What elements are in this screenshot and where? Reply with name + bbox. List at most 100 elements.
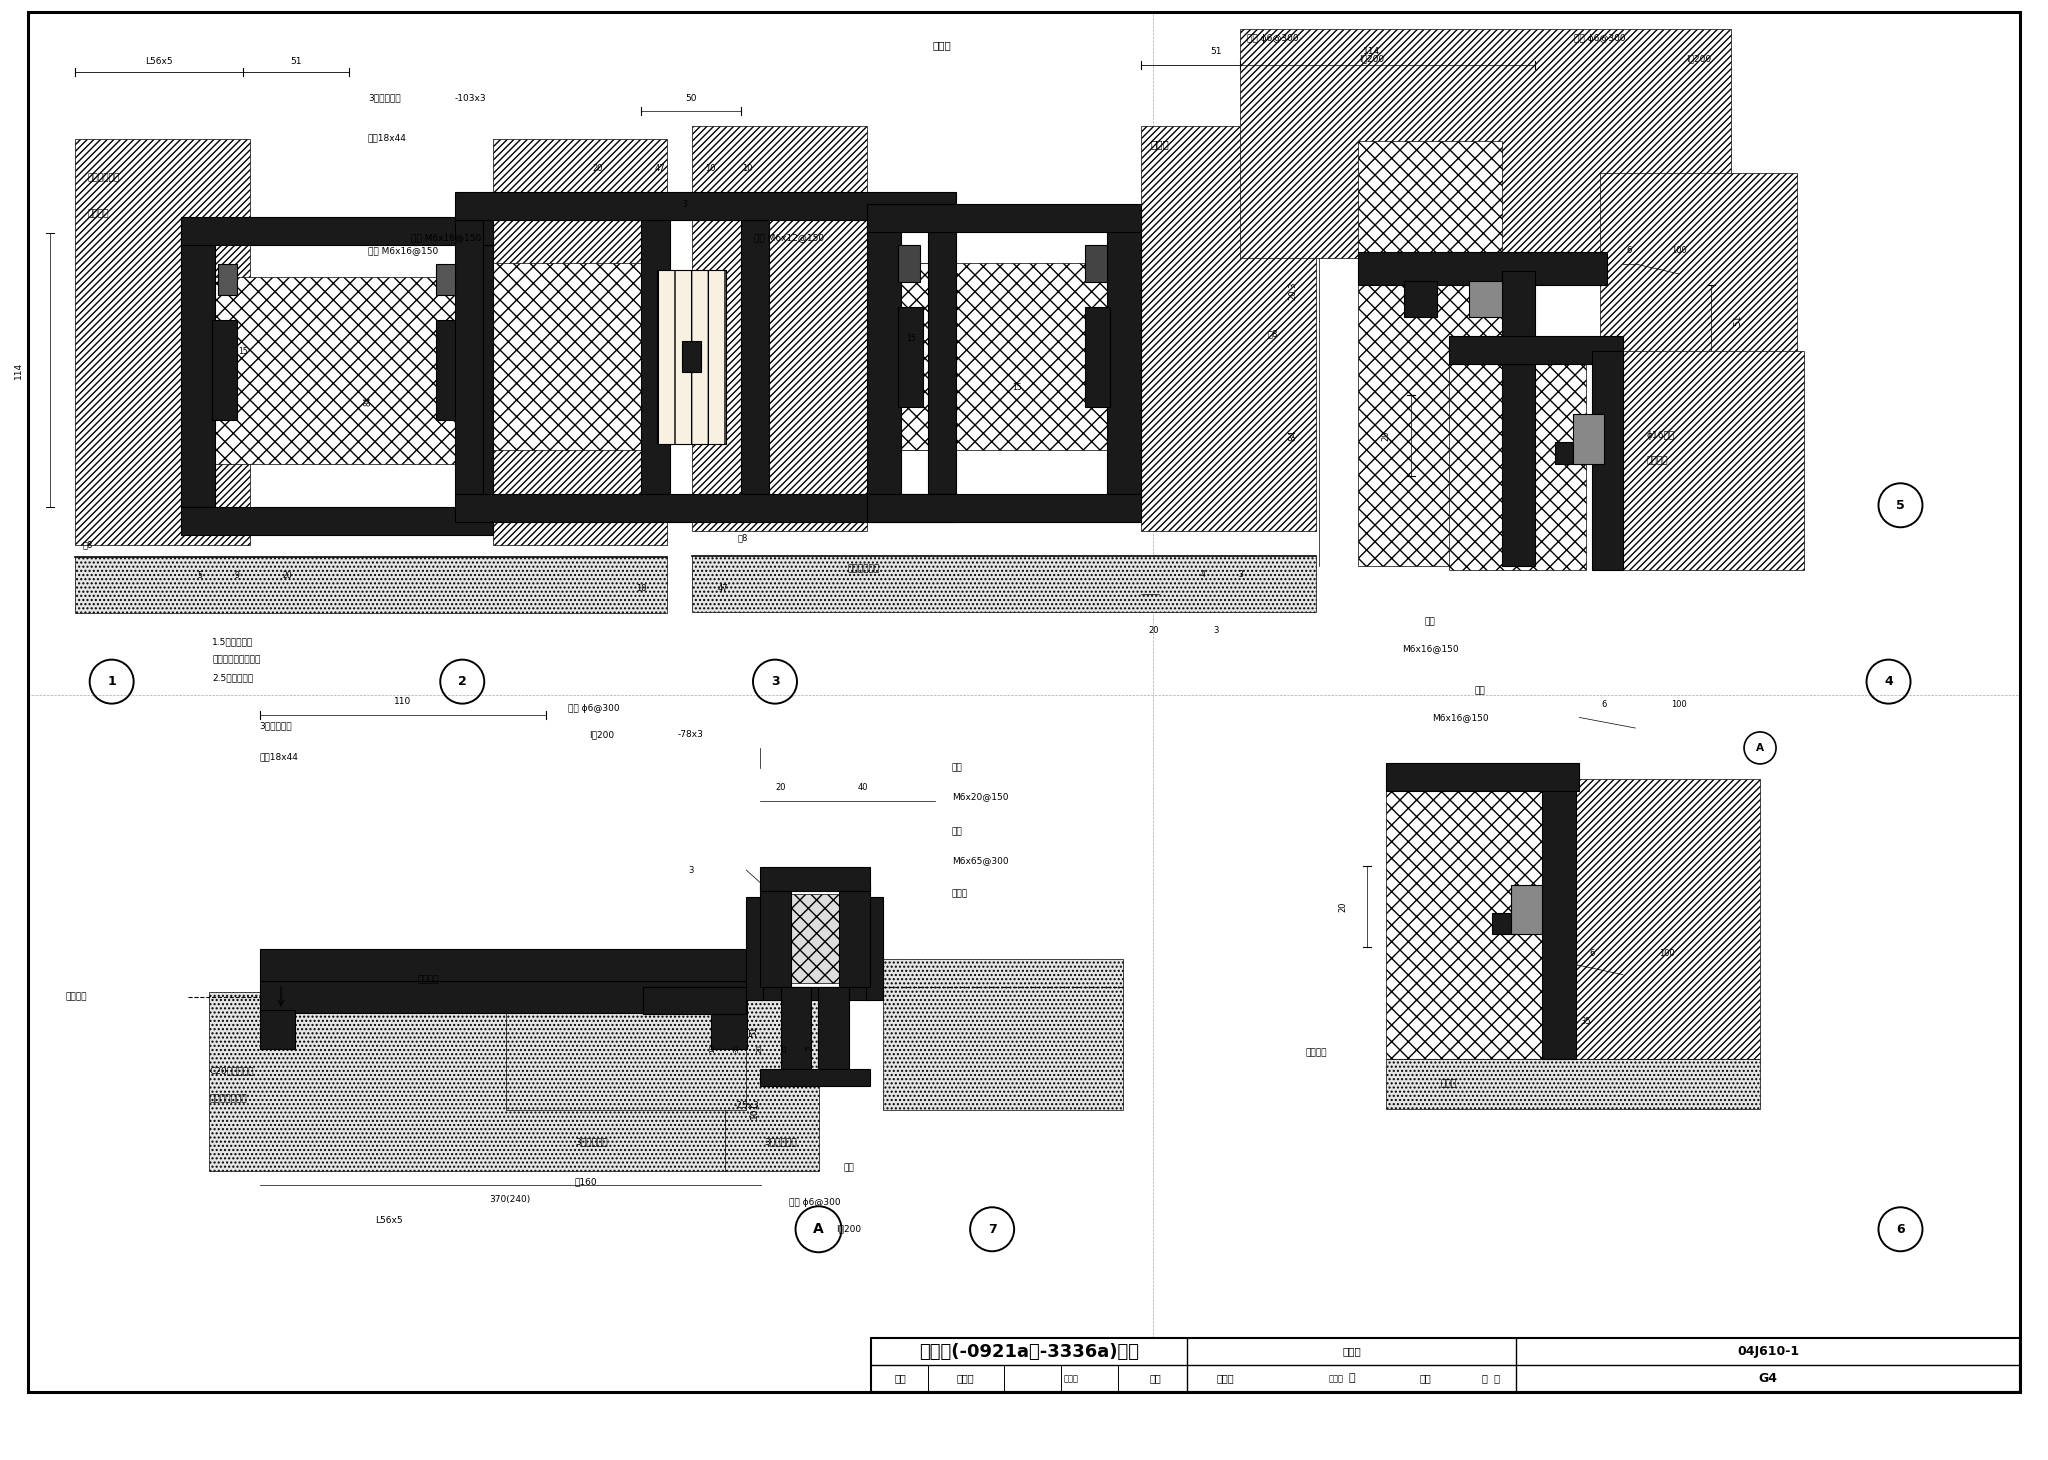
Text: 20: 20: [1382, 431, 1391, 441]
Text: 螺栓: 螺栓: [952, 826, 963, 837]
Text: 6: 6: [1589, 949, 1595, 958]
Bar: [741, 263, 928, 450]
Bar: [1448, 336, 1624, 364]
Bar: [213, 320, 238, 420]
Bar: [436, 320, 461, 420]
Bar: [1386, 764, 1579, 791]
Text: 6: 6: [1626, 247, 1632, 255]
Text: 3: 3: [688, 866, 694, 875]
Bar: [455, 493, 956, 521]
Text: 50: 50: [686, 93, 696, 102]
Text: 4: 4: [1884, 675, 1892, 688]
Bar: [928, 219, 956, 493]
Text: 封堵严密: 封堵严密: [88, 209, 109, 218]
Bar: [819, 987, 850, 1069]
Bar: [657, 270, 725, 444]
Text: 螺钉 M6x16@150: 螺钉 M6x16@150: [412, 234, 481, 242]
Text: 51: 51: [1733, 315, 1743, 326]
Text: 宽160: 宽160: [575, 1177, 598, 1186]
Bar: [180, 276, 494, 463]
Text: 3: 3: [770, 675, 780, 688]
Text: 4: 4: [1200, 571, 1206, 580]
Text: M6x16@150: M6x16@150: [1401, 644, 1458, 653]
Text: 室内标高: 室内标高: [66, 993, 88, 1002]
Text: 10: 10: [741, 164, 754, 172]
Text: 110: 110: [393, 696, 412, 707]
Text: 35: 35: [1581, 1018, 1591, 1026]
Bar: [1106, 219, 1141, 493]
Text: 密封条: 密封条: [1151, 140, 1169, 149]
Text: 表面水泥浆压光: 表面水泥浆压光: [209, 1095, 248, 1104]
Text: 锚筋 ϕ6@300: 锚筋 ϕ6@300: [567, 704, 618, 712]
Bar: [76, 556, 668, 613]
Text: 匚形18x44: 匚形18x44: [260, 753, 299, 762]
Text: 李正阳: 李正阳: [1327, 1374, 1343, 1383]
Text: 3: 3: [1212, 626, 1219, 635]
Bar: [692, 126, 866, 531]
Text: 匚8: 匚8: [82, 540, 92, 549]
Text: 10: 10: [637, 584, 647, 593]
Bar: [1241, 29, 1731, 258]
Text: L56x5: L56x5: [375, 1216, 401, 1225]
Text: 20: 20: [1337, 901, 1348, 911]
Text: 点焊后用油灰: 点焊后用油灰: [88, 174, 119, 182]
Bar: [1618, 352, 1804, 569]
Text: 螺钉 M6x16@150: 螺钉 M6x16@150: [369, 247, 438, 255]
Bar: [455, 219, 483, 493]
Text: 3厚钢板折成: 3厚钢板折成: [369, 93, 401, 102]
Bar: [760, 883, 791, 987]
Text: 锚筋 ϕ6@300: 锚筋 ϕ6@300: [1247, 34, 1298, 42]
Bar: [760, 987, 870, 1000]
Text: 3厚钢板折成: 3厚钢板折成: [260, 721, 293, 730]
Bar: [682, 342, 700, 372]
Text: 51: 51: [1210, 47, 1223, 57]
Text: C20细石混凝土: C20细石混凝土: [209, 1066, 254, 1075]
Text: 1.5厚冷轧钢板: 1.5厚冷轧钢板: [213, 638, 254, 647]
Bar: [745, 898, 764, 1000]
Text: 页: 页: [1348, 1374, 1356, 1384]
Bar: [1386, 778, 1542, 1058]
Bar: [1141, 126, 1315, 531]
Text: 2.5厚冷轧钢板: 2.5厚冷轧钢板: [213, 673, 254, 682]
Text: 47: 47: [717, 584, 727, 593]
Text: 114: 114: [1362, 47, 1380, 57]
Text: 3: 3: [1239, 571, 1243, 580]
Text: 40: 40: [858, 783, 868, 793]
Bar: [506, 959, 745, 1110]
Bar: [1386, 1058, 1759, 1108]
Text: 15: 15: [905, 333, 915, 343]
Text: L56x5: L56x5: [145, 57, 172, 66]
Bar: [760, 883, 791, 987]
Text: 15: 15: [238, 347, 248, 356]
Text: l＝200: l＝200: [590, 730, 614, 739]
Text: 王抱光: 王抱光: [1063, 1374, 1077, 1383]
Text: 47: 47: [655, 164, 666, 172]
Bar: [866, 204, 1141, 232]
Text: 螺钉: 螺钉: [1425, 618, 1436, 626]
Text: 匚8: 匚8: [1268, 328, 1278, 339]
Text: 100: 100: [1659, 949, 1675, 958]
Bar: [866, 219, 901, 493]
Text: 20: 20: [758, 1044, 764, 1053]
Text: 3厚钢板折成: 3厚钢板折成: [764, 1137, 797, 1146]
Text: 锚筋 ϕ6@300: 锚筋 ϕ6@300: [788, 1199, 840, 1207]
Bar: [1358, 251, 1608, 285]
Bar: [1358, 140, 1501, 566]
Bar: [1542, 778, 1577, 1058]
Bar: [1554, 442, 1577, 464]
Text: 多孔材料由项目确定: 多孔材料由项目确定: [213, 656, 260, 664]
Bar: [692, 556, 1315, 612]
Bar: [1573, 778, 1759, 1058]
Text: 84: 84: [1288, 429, 1296, 441]
Text: l＝200: l＝200: [836, 1225, 862, 1234]
Text: 20: 20: [283, 571, 291, 580]
Text: 李正阳: 李正阳: [1217, 1374, 1235, 1384]
Text: 15: 15: [780, 1044, 786, 1053]
Text: 6: 6: [1896, 1223, 1905, 1235]
Text: 锚筋 ϕ6@300: 锚筋 ϕ6@300: [1575, 34, 1626, 42]
Text: 室内标高: 室内标高: [418, 975, 438, 984]
Bar: [260, 981, 748, 1013]
Bar: [780, 987, 811, 1069]
Text: 表面抛光: 表面抛光: [1647, 457, 1667, 466]
Bar: [455, 263, 641, 450]
